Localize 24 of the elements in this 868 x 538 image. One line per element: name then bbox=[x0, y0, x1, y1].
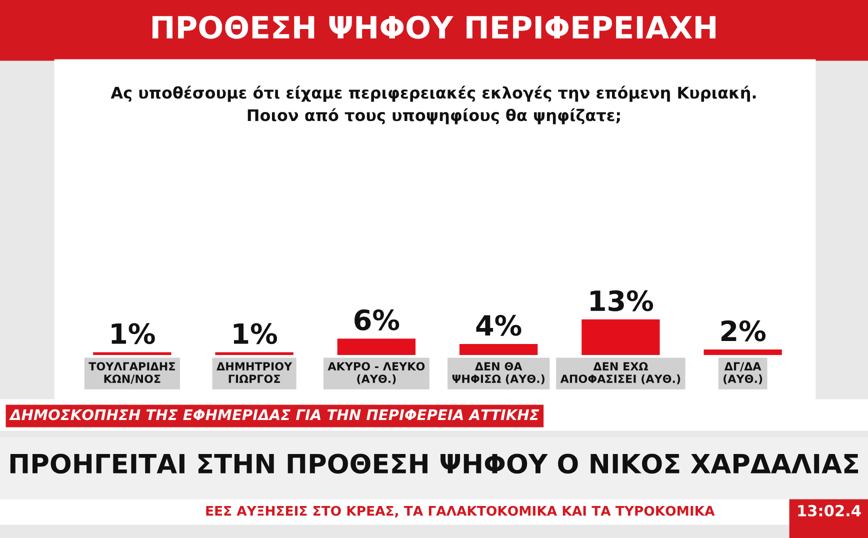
x-tick-label: ΔΗΜΗΤΡΙΟΥ ΓΙΩΡΓΟΣ bbox=[216, 362, 292, 383]
x-tick-label: ΔΓ/ΔΑ (ΑΥΘ.) bbox=[724, 362, 762, 384]
data-label: 2% bbox=[721, 320, 766, 342]
chart-title: ΠΡΟΘΕΣΗ ΨΗΦΟΥ ΠΕΡΙΦΕΡΕΙΑΧΗ bbox=[152, 16, 716, 39]
data-label: 6% bbox=[354, 309, 400, 330]
bar bbox=[215, 352, 294, 355]
chart-subtitle: Ας υποθέσουμε ότι είχαμε περιφερειακές εκλογές την επόμενη Κυριακή. Ποιον από τους υποψηφίους θα ψηφίζατε; bbox=[110, 86, 756, 124]
x-tick-label: ΤΟΥΛΓΑΡΙΔΗΣ ΚΩΝ/ΝΟΣ bbox=[88, 362, 175, 384]
x-tick-label: ΑΚΥΡΟ - ΛΕΥΚΟ (ΑΥΘ.) bbox=[328, 362, 425, 384]
data-label: 4% bbox=[476, 314, 522, 336]
bar bbox=[93, 352, 172, 355]
bar bbox=[337, 338, 416, 355]
text: ΔΗΜΟΣΚΟΠΗΣΗ ΤΗΣ ΕΦΗΜΕΡΙΔΑΣ ΓΙΑ ΤΗΝ ΠΕΡΙΦΕΡΕΙΑ ΑΤΤΙΚΗΣ bbox=[9, 409, 540, 420]
x-tick-label: ΔΕΝ ΕΧΩ ΑΠΟΦΑΣΙΣΕΙ (ΑΥΘ.) bbox=[560, 362, 680, 384]
x-tick-label: ΔΕΝ ΘΑ ΨΗΦΙΣΩ (ΑΥΘ.) bbox=[452, 362, 544, 384]
bar bbox=[459, 344, 538, 355]
data-label: 1% bbox=[112, 323, 155, 344]
data-label: 1% bbox=[234, 323, 277, 344]
data-label: 13% bbox=[590, 290, 654, 312]
text: ΕΕΣ ΑΥΞΗΣΕΙΣ ΣΤΟ ΚΡΕΑΣ, ΤΑ ΓΑΛΑΚΤΟΚΟΜΙΚΑ ΚΑΙ ΤΑ ΤΥΡΟΚΟΜΙΚΑ bbox=[206, 506, 715, 518]
text: 13:02.4 bbox=[798, 504, 861, 516]
text: ΠΡΟΗΓΕΙΤΑΙ ΣΤΗΝ ΠΡΟΘΕΣΗ ΨΗΦΟΥ Ο ΝΙΚΟΣ ΧΑΡΔΑΛΙΑΣ bbox=[10, 454, 858, 474]
bar bbox=[704, 350, 782, 355]
bar bbox=[582, 319, 660, 355]
